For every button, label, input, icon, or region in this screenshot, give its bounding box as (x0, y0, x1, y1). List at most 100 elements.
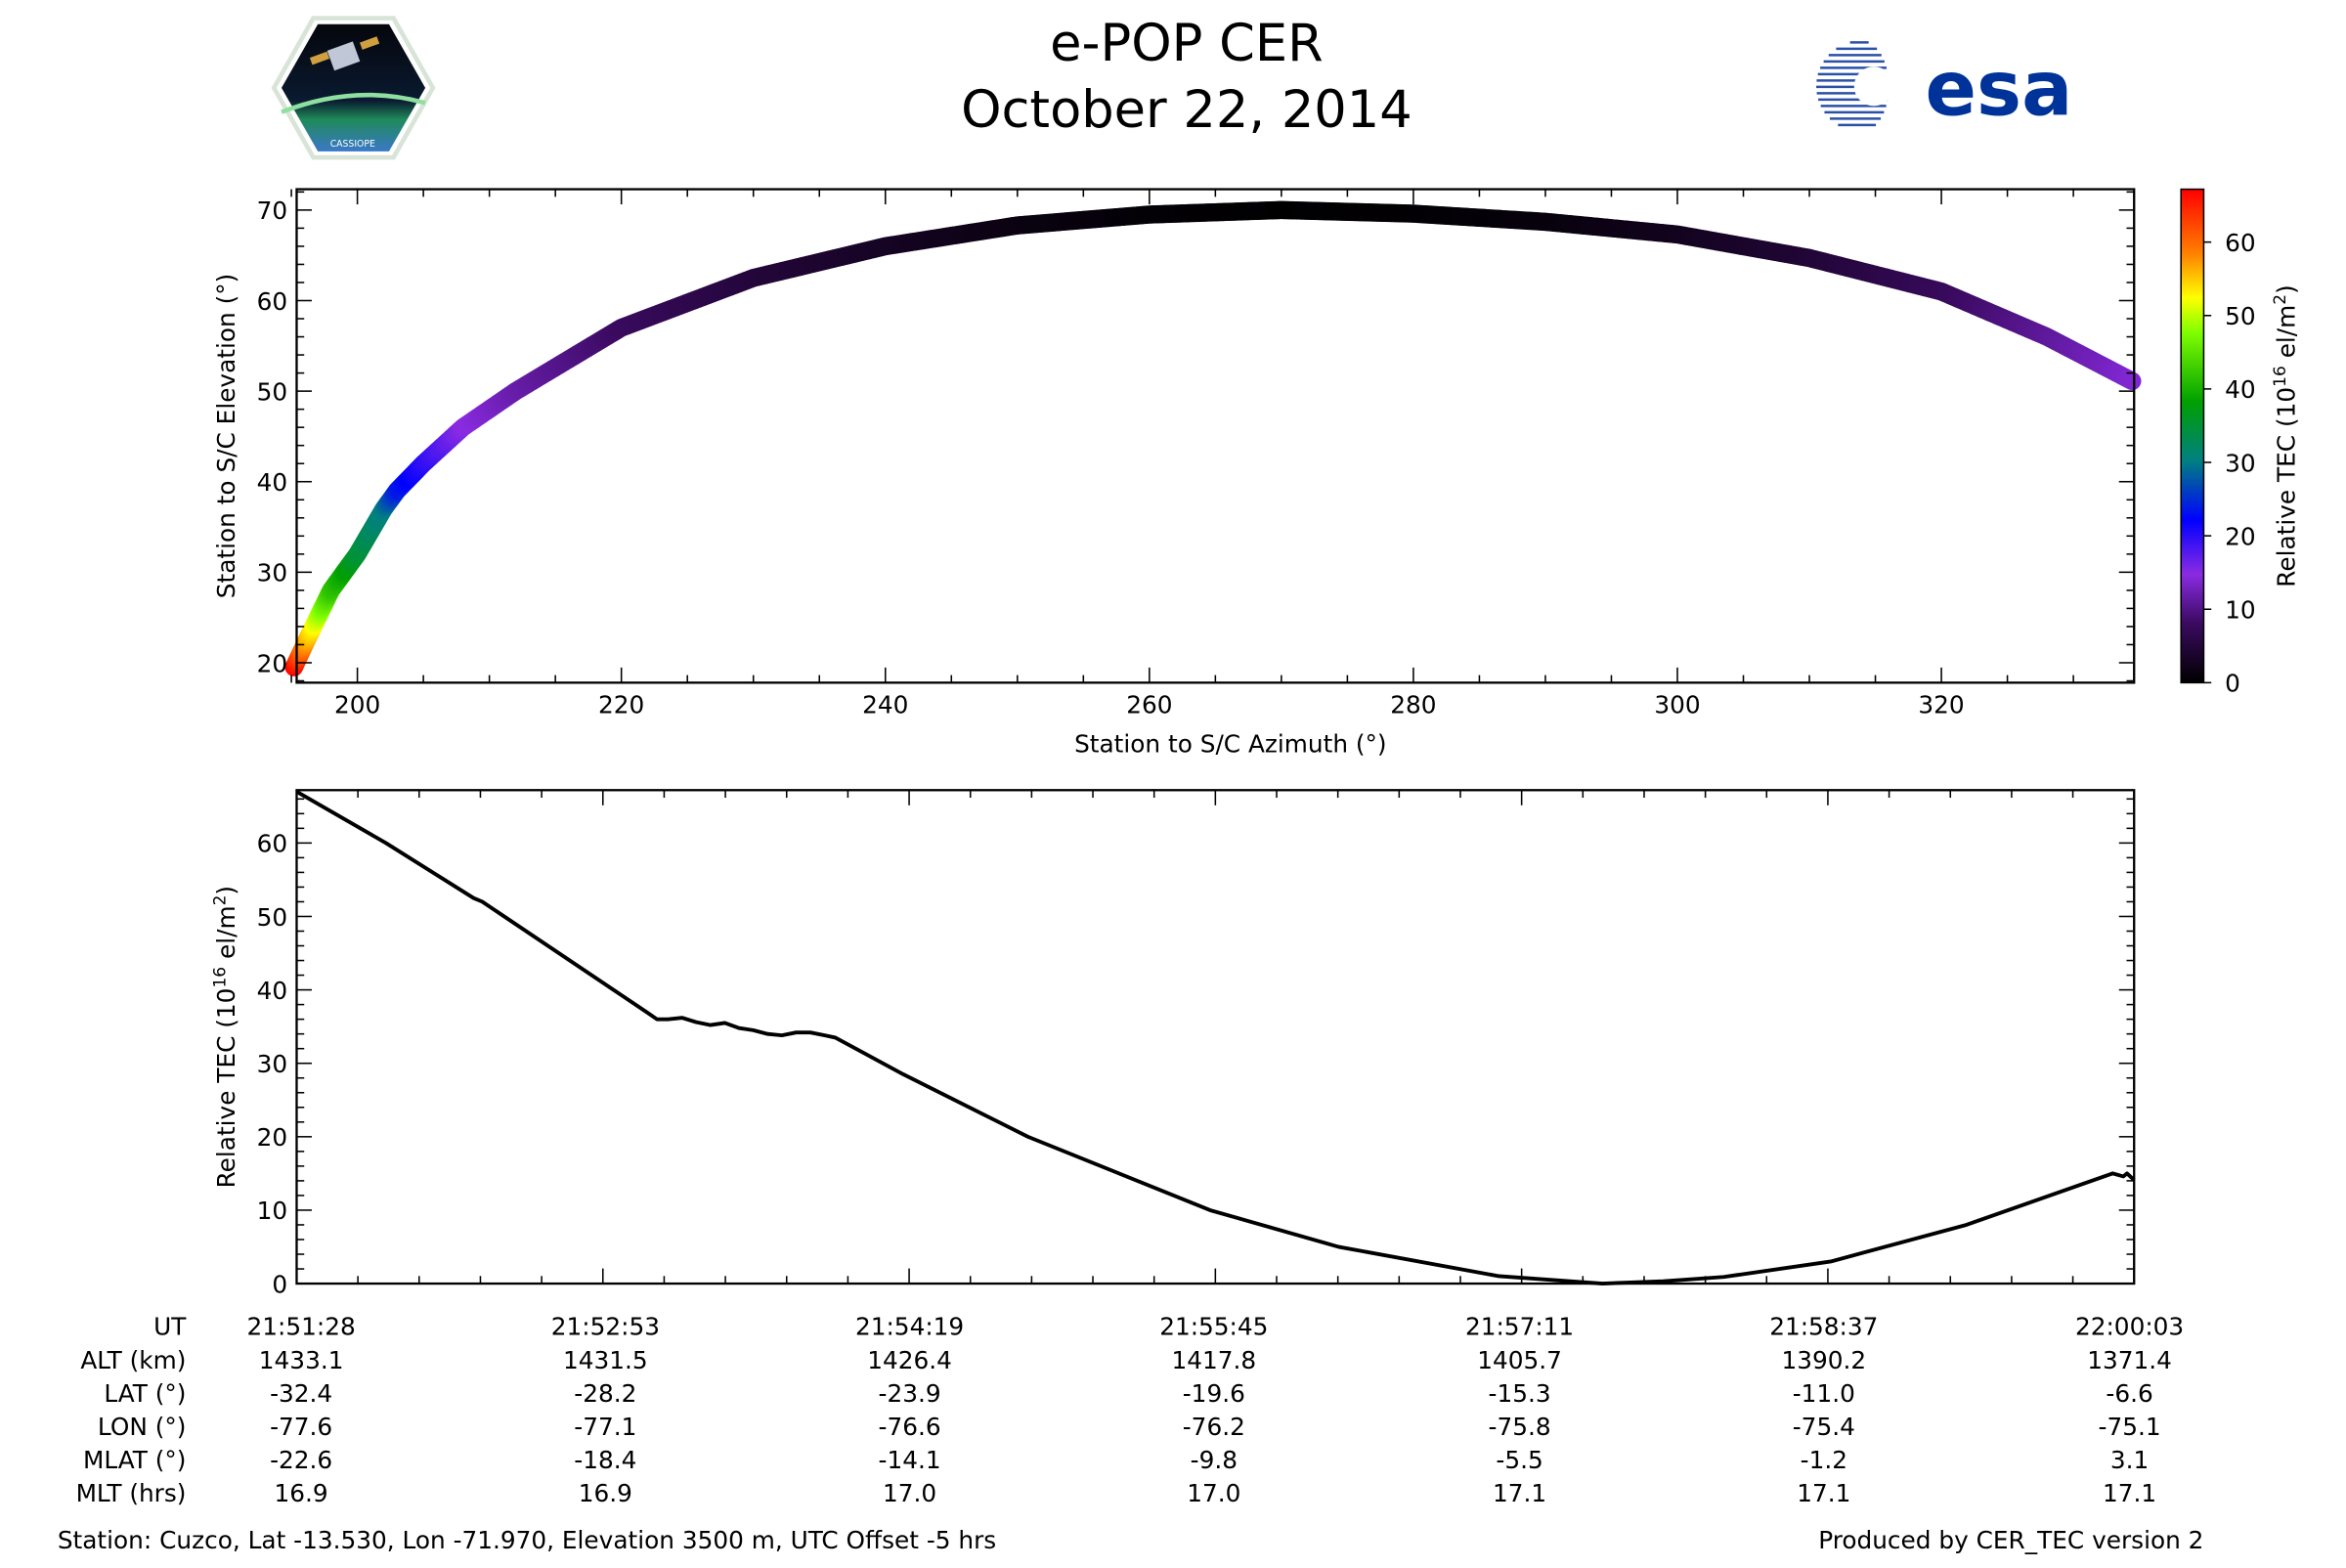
table-cell: 17.1 (1797, 1479, 1850, 1507)
tec-line (295, 790, 2136, 1285)
row-label: MLT (hrs) (76, 1479, 187, 1507)
table-cell: 17.0 (883, 1479, 936, 1507)
y-tick-label: 70 (257, 196, 288, 225)
y-tick-label: 50 (257, 903, 288, 932)
table-cell: -22.6 (270, 1446, 332, 1474)
table-cell: 17.1 (1493, 1479, 1546, 1507)
table-cell: 1426.4 (867, 1346, 952, 1374)
esa-globe-e (1853, 66, 1894, 107)
colorbar-tick-label: 40 (2225, 375, 2256, 404)
table-cell: -75.1 (2099, 1413, 2161, 1441)
table-cell: -5.5 (1496, 1446, 1542, 1474)
time-tick-label: 21:58:37 (1769, 1313, 1878, 1341)
tec-colorbar: 0 10 20 30 40 50 60 Relative TEC (1016 el/m2) (2180, 188, 2300, 698)
y-tick-label: 20 (257, 1123, 288, 1152)
y-tick-label: 10 (257, 1197, 288, 1225)
y-tick-label: 30 (257, 1050, 288, 1078)
table-cell: 1390.2 (1781, 1346, 1866, 1374)
table-cell: -6.6 (2106, 1379, 2152, 1408)
time-tick-label: 21:51:28 (247, 1313, 356, 1341)
cassiope-logo-text: CASSIOPE (330, 139, 375, 150)
table-cell: -75.8 (1489, 1413, 1551, 1441)
table-cell: 16.9 (579, 1479, 632, 1507)
table-cell: -28.2 (574, 1379, 636, 1408)
elevation-azimuth-plot: 200 220 240 260 280 300 320 20 30 40 50 60 70 Station… (212, 188, 2142, 759)
label-part: 2 (2271, 294, 2290, 305)
colorbar-tick-label: 30 (2225, 449, 2256, 477)
table-cell: -19.6 (1183, 1379, 1245, 1408)
x-tick-label: 300 (1654, 690, 1700, 719)
y-tick-label: 40 (257, 468, 288, 497)
label-part: 16 (2271, 366, 2290, 387)
row-label: LON (°) (98, 1413, 187, 1441)
axis-label-tec: Relative TEC (1016 el/m2) (211, 886, 240, 1189)
plot-frame (295, 789, 2136, 1285)
table-cell: 1371.4 (2087, 1346, 2172, 1374)
label-part: el/m (2272, 305, 2300, 366)
produced-by: Produced by CER_TEC version 2 (1818, 1526, 2203, 1554)
row-label: ALT (km) (80, 1346, 186, 1374)
table-cell: 1433.1 (259, 1346, 344, 1374)
colorbar-gradient (2180, 188, 2205, 684)
table-cell: -18.4 (574, 1446, 636, 1474)
tec-time-plot: 0 10 20 30 40 50 60 Relative TEC (1016 el/m2) (211, 789, 2136, 1298)
y-tick-label: 20 (257, 649, 288, 677)
label-part: 2 (211, 895, 231, 906)
table-cell: -23.9 (879, 1379, 941, 1408)
table-cell: 17.1 (2103, 1479, 2156, 1507)
table-cell: 1417.8 (1171, 1346, 1256, 1374)
row-label: UT (153, 1313, 187, 1341)
y-tick-label: 0 (272, 1270, 287, 1298)
colorbar-tick-label: 10 (2225, 596, 2256, 625)
row-label: LAT (°) (104, 1379, 186, 1408)
esa-logo-text: esa (1926, 46, 2073, 134)
x-tick-label: 240 (862, 690, 908, 719)
trajectory-arc (284, 200, 2142, 676)
table-cell: 17.0 (1187, 1479, 1240, 1507)
table-cell: -9.8 (1191, 1446, 1238, 1474)
colorbar-tick-label: 60 (2225, 229, 2256, 257)
table-cell: -76.2 (1183, 1413, 1245, 1441)
table-cell: -14.1 (879, 1446, 941, 1474)
time-tick-label: 21:52:53 (551, 1313, 660, 1341)
label-part: Relative TEC (10 (2272, 387, 2300, 588)
table-cell: 1431.5 (563, 1346, 648, 1374)
table-cell: -11.0 (1793, 1379, 1855, 1408)
y-tick-label: 30 (257, 559, 288, 588)
label-part: el/m (212, 905, 240, 966)
table-cell: -32.4 (270, 1379, 332, 1408)
colorbar-tick-label: 50 (2225, 302, 2256, 330)
y-axis-label: Station to S/C Elevation (°) (212, 274, 240, 599)
y-tick-label: 50 (257, 377, 288, 406)
time-tick-label: 22:00:03 (2075, 1313, 2184, 1341)
station-info: Station: Cuzco, Lat -13.530, Lon -71.970… (58, 1526, 996, 1554)
x-tick-label: 280 (1390, 690, 1436, 719)
table-cell: -1.2 (1801, 1446, 1847, 1474)
table-cell: -77.1 (574, 1413, 636, 1441)
chart-title: e-POP CER (1050, 14, 1324, 73)
colorbar-tick-label: 0 (2225, 670, 2240, 698)
table-cell: 1405.7 (1477, 1346, 1562, 1374)
label-part: ) (2272, 284, 2300, 294)
y-tick-label: 60 (257, 830, 288, 858)
time-tick-label: 21:55:45 (1159, 1313, 1268, 1341)
row-label: MLAT (°) (83, 1446, 186, 1474)
label-part: ) (212, 886, 240, 895)
axis-label-tec: Relative TEC (1016 el/m2) (2271, 284, 2300, 588)
table-cell: -75.4 (1793, 1413, 1855, 1441)
x-axis-label: Station to S/C Azimuth (°) (1074, 730, 1387, 759)
label-part: 16 (211, 967, 231, 988)
colorbar-tick-label: 20 (2225, 522, 2256, 550)
y-tick-label: 40 (257, 977, 288, 1005)
table-cell: -15.3 (1489, 1379, 1551, 1408)
x-tick-label: 320 (1918, 690, 1964, 719)
chart-date: October 22, 2014 (961, 80, 1412, 140)
cassiope-logo: CASSIOPE (271, 16, 436, 160)
y-tick-label: 60 (257, 287, 288, 316)
time-tick-label: 21:54:19 (855, 1313, 964, 1341)
table-cell: 3.1 (2110, 1446, 2149, 1474)
ephemeris-table: UT ALT (km) LAT (°) LON (°) MLAT (°) MLT (hrs… (76, 1313, 2185, 1507)
table-cell: -77.6 (270, 1413, 332, 1441)
x-tick-label: 260 (1126, 690, 1172, 719)
